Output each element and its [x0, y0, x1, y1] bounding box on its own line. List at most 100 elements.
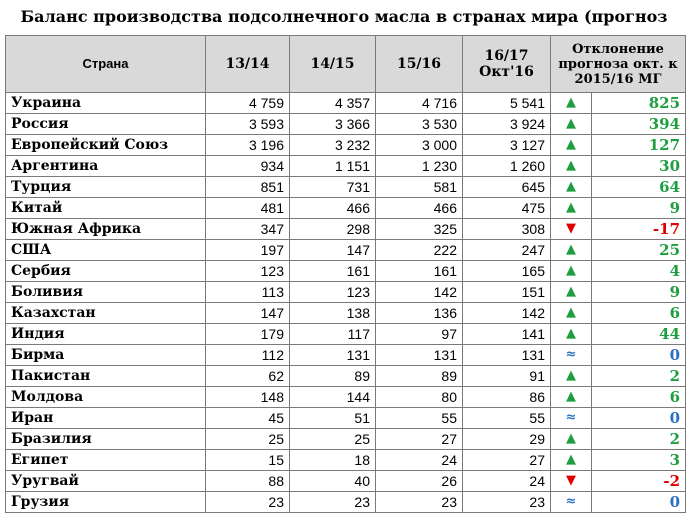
- value-1516-cell: 24: [375, 449, 463, 471]
- value-1314-cell: 62: [205, 365, 290, 387]
- approx-equal-icon: ≈: [550, 491, 592, 513]
- deviation-cell: 6: [590, 302, 687, 324]
- value-1617-cell: 247: [462, 239, 551, 261]
- value-1617-cell: 55: [462, 407, 551, 429]
- value-1617-cell: 141: [462, 323, 551, 345]
- country-cell: Индия: [5, 323, 206, 345]
- value-1314-cell: 25: [205, 428, 290, 450]
- deviation-cell: 44: [590, 323, 687, 345]
- value-1516-cell: 161: [375, 260, 463, 282]
- country-cell: Аргентина: [5, 155, 206, 177]
- value-1516-cell: 55: [375, 407, 463, 429]
- table-row: Сербия 123 161 161 165 ▲ 4: [5, 260, 687, 282]
- deviation-cell: 3: [590, 449, 687, 471]
- triangle-up-icon: ▲: [550, 155, 592, 177]
- value-1415-cell: 18: [289, 449, 376, 471]
- deviation-cell: 0: [590, 407, 687, 429]
- country-cell: Китай: [5, 197, 206, 219]
- value-1516-cell: 3 000: [375, 134, 463, 156]
- deviation-cell: 0: [590, 491, 687, 513]
- table-row: Пакистан 62 89 89 91 ▲ 2: [5, 365, 687, 387]
- value-1314-cell: 15: [205, 449, 290, 471]
- triangle-down-icon: ▼: [550, 470, 592, 492]
- value-1516-cell: 3 530: [375, 113, 463, 135]
- value-1516-cell: 80: [375, 386, 463, 408]
- table-header: Страна 13/14 14/15 15/16 16/17 Окт'16 От…: [5, 35, 687, 93]
- deviation-cell: 25: [590, 239, 687, 261]
- deviation-cell: 6: [590, 386, 687, 408]
- value-1617-cell: 131: [462, 344, 551, 366]
- country-cell: Украина: [5, 92, 206, 114]
- value-1415-cell: 123: [289, 281, 376, 303]
- value-1415-cell: 3 366: [289, 113, 376, 135]
- value-1415-cell: 731: [289, 176, 376, 198]
- triangle-up-icon: ▲: [550, 239, 592, 261]
- value-1516-cell: 27: [375, 428, 463, 450]
- table-row: Южная Африка 347 298 325 308 ▼ -17: [5, 218, 687, 240]
- table-row: Молдова 148 144 80 86 ▲ 6: [5, 386, 687, 408]
- value-1617-cell: 27: [462, 449, 551, 471]
- value-1516-cell: 142: [375, 281, 463, 303]
- country-cell: Южная Африка: [5, 218, 206, 240]
- deviation-cell: 2: [590, 365, 687, 387]
- value-1415-cell: 298: [289, 218, 376, 240]
- table-row: США 197 147 222 247 ▲ 25: [5, 239, 687, 261]
- value-1617-cell: 1 260: [462, 155, 551, 177]
- country-cell: Египет: [5, 449, 206, 471]
- value-1314-cell: 4 759: [205, 92, 290, 114]
- country-cell: Молдова: [5, 386, 206, 408]
- triangle-up-icon: ▲: [550, 197, 592, 219]
- country-cell: Боливия: [5, 281, 206, 303]
- value-1415-cell: 51: [289, 407, 376, 429]
- value-1516-cell: 222: [375, 239, 463, 261]
- value-1415-cell: 1 151: [289, 155, 376, 177]
- deviation-cell: -17: [590, 218, 687, 240]
- triangle-up-icon: ▲: [550, 365, 592, 387]
- value-1415-cell: 131: [289, 344, 376, 366]
- value-1314-cell: 148: [205, 386, 290, 408]
- table-row: Бразилия 25 25 27 29 ▲ 2: [5, 428, 687, 450]
- table-row: Европейский Союз 3 196 3 232 3 000 3 127 ▲ 127: [5, 134, 687, 156]
- value-1314-cell: 851: [205, 176, 290, 198]
- deviation-cell: -2: [590, 470, 687, 492]
- header-1516: 15/16: [375, 35, 463, 93]
- value-1314-cell: 3 593: [205, 113, 290, 135]
- value-1314-cell: 123: [205, 260, 290, 282]
- value-1516-cell: 1 230: [375, 155, 463, 177]
- value-1314-cell: 147: [205, 302, 290, 324]
- value-1314-cell: 88: [205, 470, 290, 492]
- value-1314-cell: 112: [205, 344, 290, 366]
- table-row: Казахстан 147 138 136 142 ▲ 6: [5, 302, 687, 324]
- value-1516-cell: 89: [375, 365, 463, 387]
- value-1516-cell: 136: [375, 302, 463, 324]
- table-row: Грузия 23 23 23 23 ≈0: [5, 491, 687, 513]
- deviation-cell: 30: [590, 155, 687, 177]
- table-row: Аргентина 934 1 151 1 230 1 260 ▲ 30: [5, 155, 687, 177]
- header-country: Страна: [5, 35, 206, 93]
- value-1516-cell: 97: [375, 323, 463, 345]
- value-1415-cell: 4 357: [289, 92, 376, 114]
- approx-equal-icon: ≈: [550, 407, 592, 429]
- table-row: Боливия 113 123 142 151 ▲ 9: [5, 281, 687, 303]
- value-1314-cell: 23: [205, 491, 290, 513]
- value-1617-cell: 91: [462, 365, 551, 387]
- approx-equal-icon: ≈: [550, 344, 592, 366]
- value-1617-cell: 645: [462, 176, 551, 198]
- value-1617-cell: 3 127: [462, 134, 551, 156]
- table-row: Уругвай 88 40 26 24 ▼ -2: [5, 470, 687, 492]
- page-title: Баланс производства подсолнечного масла …: [20, 7, 668, 60]
- value-1516-cell: 26: [375, 470, 463, 492]
- value-1415-cell: 23: [289, 491, 376, 513]
- country-cell: Уругвай: [5, 470, 206, 492]
- value-1314-cell: 347: [205, 218, 290, 240]
- triangle-up-icon: ▲: [550, 428, 592, 450]
- deviation-cell: 4: [590, 260, 687, 282]
- value-1415-cell: 3 232: [289, 134, 376, 156]
- deviation-cell: 9: [590, 281, 687, 303]
- value-1314-cell: 934: [205, 155, 290, 177]
- country-cell: Иран: [5, 407, 206, 429]
- value-1516-cell: 466: [375, 197, 463, 219]
- table-row: Турция 851 731 581 645 ▲ 64: [5, 176, 687, 198]
- table-row: Украина 4 759 4 357 4 716 5 541 ▲ 825: [5, 92, 687, 114]
- value-1415-cell: 466: [289, 197, 376, 219]
